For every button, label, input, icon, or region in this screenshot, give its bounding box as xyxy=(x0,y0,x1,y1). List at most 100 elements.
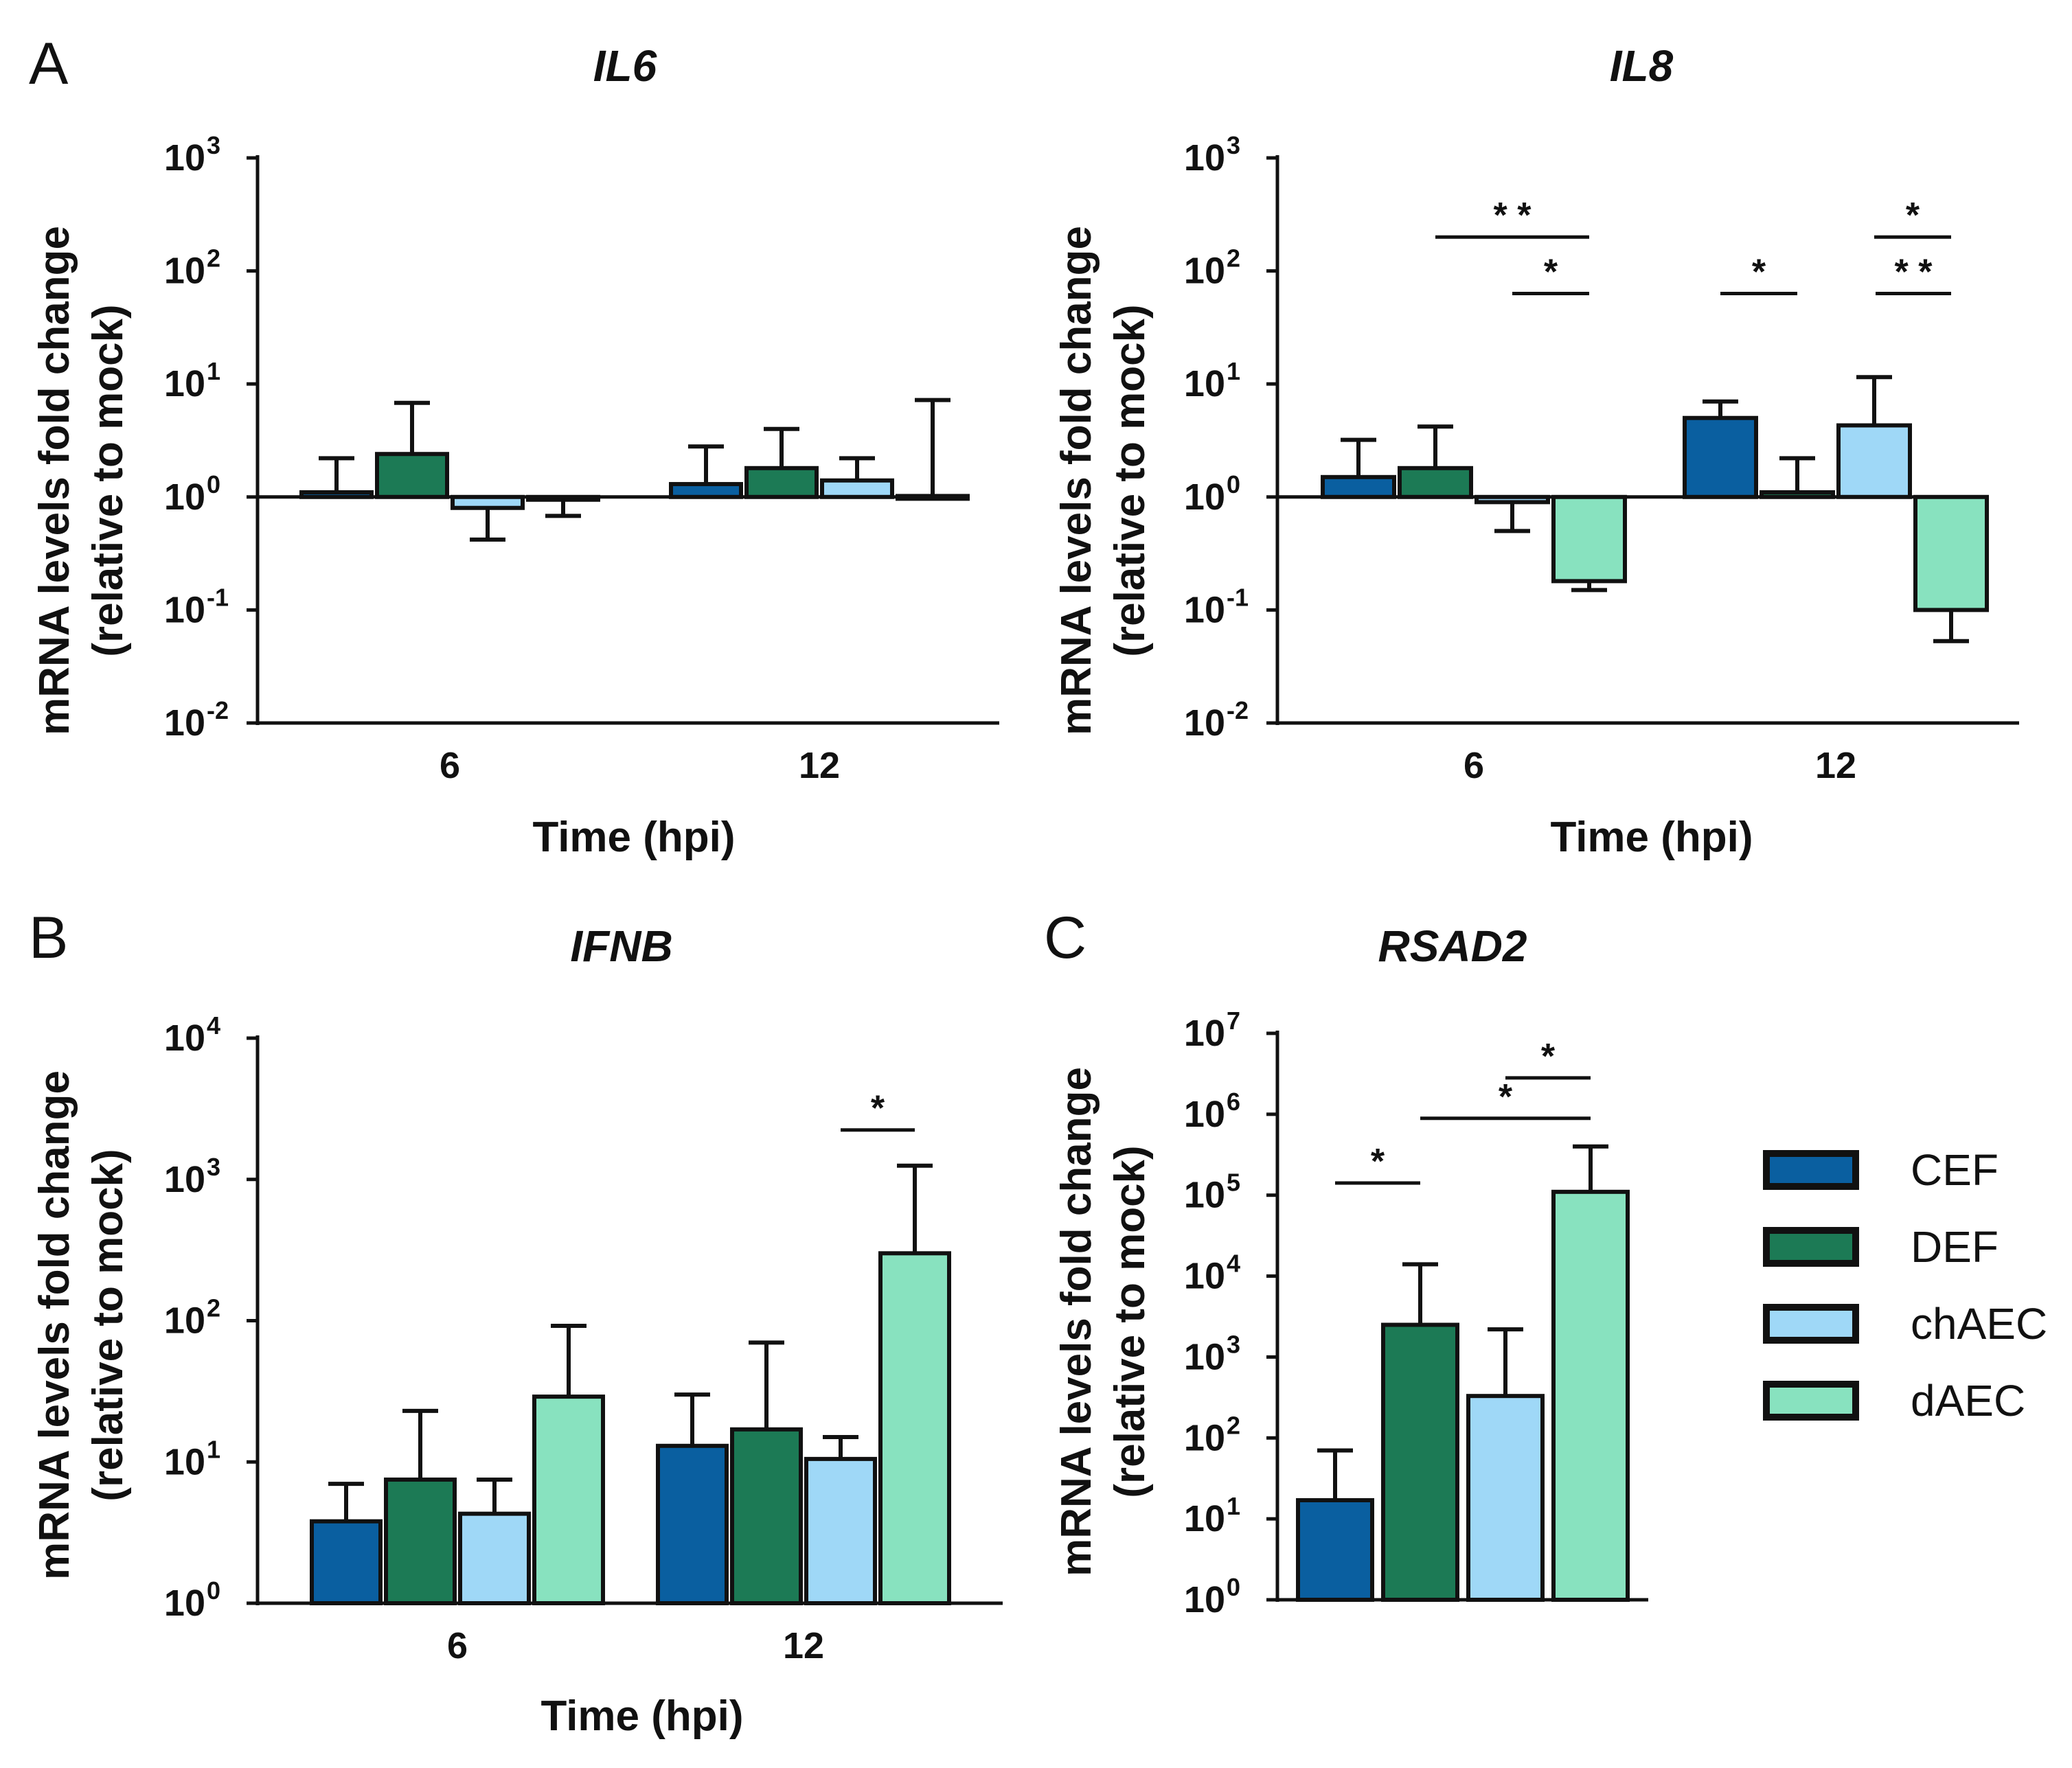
y-tick-exponent: 1 xyxy=(1227,357,1240,385)
legend-swatch-def xyxy=(1763,1227,1859,1267)
chart-title: IL6 xyxy=(593,41,657,91)
y-tick-label: 10 xyxy=(1184,1336,1225,1377)
y-tick-label: 10 xyxy=(164,1441,205,1482)
significance-label: * xyxy=(1544,253,1558,292)
legend-label-daec: dAEC xyxy=(1911,1376,2025,1425)
bar-chaec xyxy=(820,478,894,499)
bar-chaec xyxy=(458,1511,531,1605)
y-tick-label: 10 xyxy=(164,1018,205,1059)
y-tick-label: 10 xyxy=(164,1300,205,1342)
y-axis-label-line2: (relative to mock) xyxy=(1106,304,1154,656)
bar-def xyxy=(1398,466,1473,499)
y-tick-exponent: 0 xyxy=(1227,1573,1240,1601)
y-tick-label: 10 xyxy=(1184,363,1225,404)
legend-label-cef: CEF xyxy=(1911,1145,1999,1195)
y-axis-label-line2: (relative to mock) xyxy=(1106,1145,1154,1497)
panel-label-a: A xyxy=(29,31,69,97)
y-tick-exponent: 1 xyxy=(207,357,220,385)
bar-cef xyxy=(1321,474,1396,499)
legend-swatch-daec xyxy=(1763,1381,1859,1421)
y-tick-label: 10 xyxy=(164,477,205,518)
y-tick-exponent: 2 xyxy=(207,1294,220,1322)
significance-label: * xyxy=(1541,1037,1556,1077)
y-tick-exponent: 6 xyxy=(1227,1088,1240,1116)
y-tick-exponent: 1 xyxy=(207,1435,220,1463)
y-tick-label: 10 xyxy=(1184,589,1225,630)
y-tick-exponent: 3 xyxy=(207,131,220,159)
y-tick-exponent: 2 xyxy=(207,244,220,273)
bar-cef xyxy=(310,1519,383,1605)
x-tick-label: 12 xyxy=(1815,745,1856,786)
y-tick-label: 10 xyxy=(1184,477,1225,518)
bar-cef xyxy=(1296,1497,1374,1603)
y-axis-label-line2: (relative to mock) xyxy=(84,1149,132,1501)
y-tick-label: 10 xyxy=(1184,1579,1225,1620)
legend: CEF DEF chAEC dAEC xyxy=(1763,1145,2047,1425)
y-tick-exponent: 3 xyxy=(1227,1330,1240,1358)
chart-il6: IL6 mRNA levels fold change (relative to… xyxy=(31,41,999,861)
bar-cef xyxy=(669,482,743,499)
bar-daec xyxy=(878,1251,951,1605)
y-tick-label: 10 xyxy=(1184,1094,1225,1135)
significance-label: * xyxy=(1752,253,1766,292)
bar-def xyxy=(1381,1322,1459,1602)
y-tick-label: 10 xyxy=(164,589,205,630)
x-axis-label: Time (hpi) xyxy=(540,1692,743,1740)
y-tick-exponent: 3 xyxy=(1227,131,1240,159)
y-tick-label: 10 xyxy=(164,1159,205,1200)
y-tick-exponent: 4 xyxy=(207,1011,220,1040)
y-tick-exponent: -1 xyxy=(1227,583,1249,611)
legend-swatch-chaec xyxy=(1763,1304,1859,1344)
bar-daec xyxy=(1913,494,1989,612)
bar-cef xyxy=(1683,415,1758,499)
x-axis-label: Time (hpi) xyxy=(1550,814,1753,861)
y-tick-label: 10 xyxy=(164,1583,205,1624)
x-tick-label: 6 xyxy=(1464,745,1484,786)
bar-chaec xyxy=(804,1456,877,1606)
x-tick-label: 6 xyxy=(447,1625,468,1666)
significance-label: * xyxy=(1371,1142,1385,1182)
chart-title: IFNB xyxy=(570,921,672,971)
y-tick-exponent: 3 xyxy=(207,1153,220,1181)
significance-label: * * xyxy=(1494,196,1532,236)
y-tick-exponent: 7 xyxy=(1227,1007,1240,1035)
bar-def xyxy=(730,1427,803,1606)
y-axis-label-line1: mRNA levels fold change xyxy=(31,226,78,735)
chart-title: RSAD2 xyxy=(1378,921,1527,971)
y-tick-exponent: 4 xyxy=(1227,1250,1240,1278)
y-tick-exponent: 0 xyxy=(207,470,220,498)
y-tick-exponent: 5 xyxy=(1227,1169,1240,1197)
y-tick-label: 10 xyxy=(164,251,205,292)
y-tick-label: 10 xyxy=(164,363,205,404)
significance-label: * xyxy=(1499,1077,1513,1117)
legend-label-def: DEF xyxy=(1911,1222,1999,1272)
chart-il8: IL8 mRNA levels fold change (relative to… xyxy=(1053,41,2019,861)
y-tick-exponent: 1 xyxy=(1227,1492,1240,1520)
y-tick-exponent: -1 xyxy=(207,583,229,611)
y-tick-exponent: 2 xyxy=(1227,244,1240,273)
significance-label: * * xyxy=(1895,253,1933,292)
chart-ifnb: IFNB mRNA levels fold change (relative t… xyxy=(31,921,1003,1740)
y-tick-exponent: 0 xyxy=(1227,470,1240,498)
x-tick-label: 6 xyxy=(440,745,460,786)
y-tick-exponent: 2 xyxy=(1227,1411,1240,1439)
y-tick-label: 10 xyxy=(1184,1013,1225,1054)
y-tick-label: 10 xyxy=(1184,1256,1225,1297)
bar-daec xyxy=(1551,494,1627,584)
y-tick-label: 10 xyxy=(1184,702,1225,744)
significance-label: * xyxy=(1906,196,1920,236)
y-tick-label: 10 xyxy=(164,137,205,179)
y-tick-label: 10 xyxy=(1184,137,1225,179)
y-tick-exponent: -2 xyxy=(1227,696,1249,724)
x-axis-label: Time (hpi) xyxy=(532,814,735,861)
panel-label-b: B xyxy=(29,905,68,971)
y-tick-label: 10 xyxy=(1184,1175,1225,1216)
y-axis-label-line2: (relative to mock) xyxy=(84,304,132,656)
y-tick-label: 10 xyxy=(1184,1417,1225,1458)
x-tick-label: 12 xyxy=(783,1625,824,1666)
chart-rsad2: RSAD2 mRNA levels fold change (relative … xyxy=(1053,921,1648,1620)
y-tick-exponent: -2 xyxy=(207,696,229,724)
y-tick-label: 10 xyxy=(1184,251,1225,292)
bar-daec xyxy=(532,1394,605,1605)
